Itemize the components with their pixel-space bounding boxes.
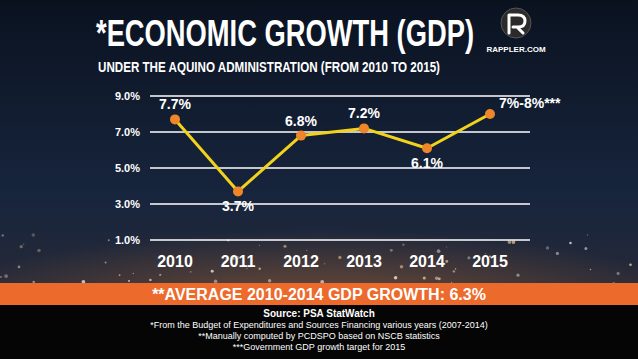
city-light	[33, 281, 35, 283]
x-tick-label: 2013	[346, 253, 382, 270]
city-light	[211, 270, 214, 273]
city-light	[546, 246, 549, 249]
city-light	[133, 273, 134, 274]
data-marker	[359, 123, 369, 133]
city-light	[37, 249, 40, 252]
data-labels: 7.7% 3.7% 6.8% 7.2% 6.1% 7%-8%***	[159, 95, 561, 214]
banner-text: **AVERAGE 2010-2014 GDP GROWTH: 6.3%	[152, 286, 486, 303]
grid-line	[150, 167, 530, 169]
logo-mark	[509, 15, 525, 33]
city-light	[32, 233, 36, 237]
x-tick-label: 2011	[221, 253, 256, 270]
data-marker	[170, 114, 180, 124]
logo-circle	[501, 8, 531, 38]
city-light	[435, 276, 438, 279]
title: *ECONOMIC GROWTH (GDP)	[96, 13, 474, 54]
subtitle: UNDER THE AQUINO ADMINISTRATION (FROM 20…	[98, 59, 440, 75]
y-tick-label: 7.0%	[115, 126, 140, 138]
data-label: 7.2%	[348, 105, 380, 121]
x-tick-label: 2014	[409, 253, 445, 270]
city-light	[584, 247, 587, 250]
city-light	[453, 270, 455, 272]
y-axis: 1.0% 3.0% 5.0% 7.0% 9.0%	[115, 90, 530, 246]
x-axis: 2010 2011 2012 2013 2014 2015	[157, 253, 508, 270]
city-light	[0, 276, 2, 278]
city-light	[4, 274, 8, 278]
data-marker	[422, 143, 432, 153]
source-text: Source: PSA StatWatch	[263, 308, 375, 319]
footnote: ***Government GDP growth target for 2015	[233, 342, 405, 352]
city-light	[590, 269, 592, 271]
city-glow	[0, 180, 638, 305]
data-marker	[296, 131, 306, 141]
data-label: 6.8%	[285, 113, 317, 129]
banner	[0, 283, 638, 305]
footnote: **Manually computed by PCDSPO based on N…	[198, 331, 440, 341]
city-light	[258, 268, 261, 271]
brand-text: RAPPLER.COM	[486, 45, 545, 54]
y-tick-label: 5.0%	[115, 162, 140, 174]
city-light	[445, 260, 448, 263]
city-light	[119, 274, 121, 276]
city-light	[108, 239, 110, 241]
footer-band	[0, 305, 638, 359]
city-light	[23, 243, 24, 244]
city-light	[268, 279, 271, 282]
city-light	[402, 244, 404, 246]
city-light	[105, 262, 107, 264]
city-light	[400, 265, 403, 268]
y-tick-label: 9.0%	[115, 90, 140, 102]
plot-area	[170, 109, 495, 196]
grid-line	[150, 239, 530, 241]
city-light	[306, 250, 307, 251]
city-light	[446, 246, 448, 248]
y-tick-label: 3.0%	[115, 198, 140, 210]
city-light	[159, 274, 161, 276]
city-light	[629, 264, 632, 267]
y-tick-label: 1.0%	[115, 234, 140, 246]
data-line	[175, 114, 490, 191]
city-light	[283, 245, 286, 248]
city-light	[516, 274, 519, 277]
city-light	[587, 234, 589, 236]
chart: *ECONOMIC GROWTH (GDP) UNDER THE AQUINO A…	[0, 0, 638, 359]
city-light	[259, 245, 260, 246]
city-light	[18, 266, 21, 269]
x-tick-label: 2010	[157, 253, 193, 270]
x-tick-label: 2012	[283, 253, 319, 270]
grid-line	[150, 95, 530, 97]
logo	[501, 8, 531, 38]
city-light	[214, 280, 218, 284]
data-marker	[233, 186, 243, 196]
data-marker	[485, 109, 495, 119]
city-light	[390, 249, 393, 252]
x-tick-label: 2015	[472, 253, 508, 270]
city-light	[455, 268, 456, 269]
data-label: 7.7%	[159, 96, 191, 112]
city-light	[149, 279, 151, 281]
city-light	[556, 252, 559, 255]
city-light	[438, 277, 441, 280]
city-light	[338, 256, 341, 259]
city-light	[617, 272, 620, 275]
city-light	[190, 271, 192, 273]
grid-line	[150, 203, 530, 205]
background	[0, 0, 638, 359]
city-light	[569, 242, 572, 245]
data-label: 6.1%	[411, 155, 443, 171]
city-light	[324, 263, 326, 265]
city-light	[128, 280, 130, 282]
footnote: *From the Budget of Expenditures and Sou…	[150, 320, 488, 330]
city-light	[2, 234, 4, 236]
city-light	[451, 282, 452, 283]
city-light	[20, 245, 23, 248]
data-label: 7%-8%***	[499, 95, 561, 111]
city-light	[394, 276, 397, 279]
city-light	[467, 256, 470, 259]
city-light	[423, 276, 426, 279]
data-label: 3.7%	[222, 198, 254, 214]
